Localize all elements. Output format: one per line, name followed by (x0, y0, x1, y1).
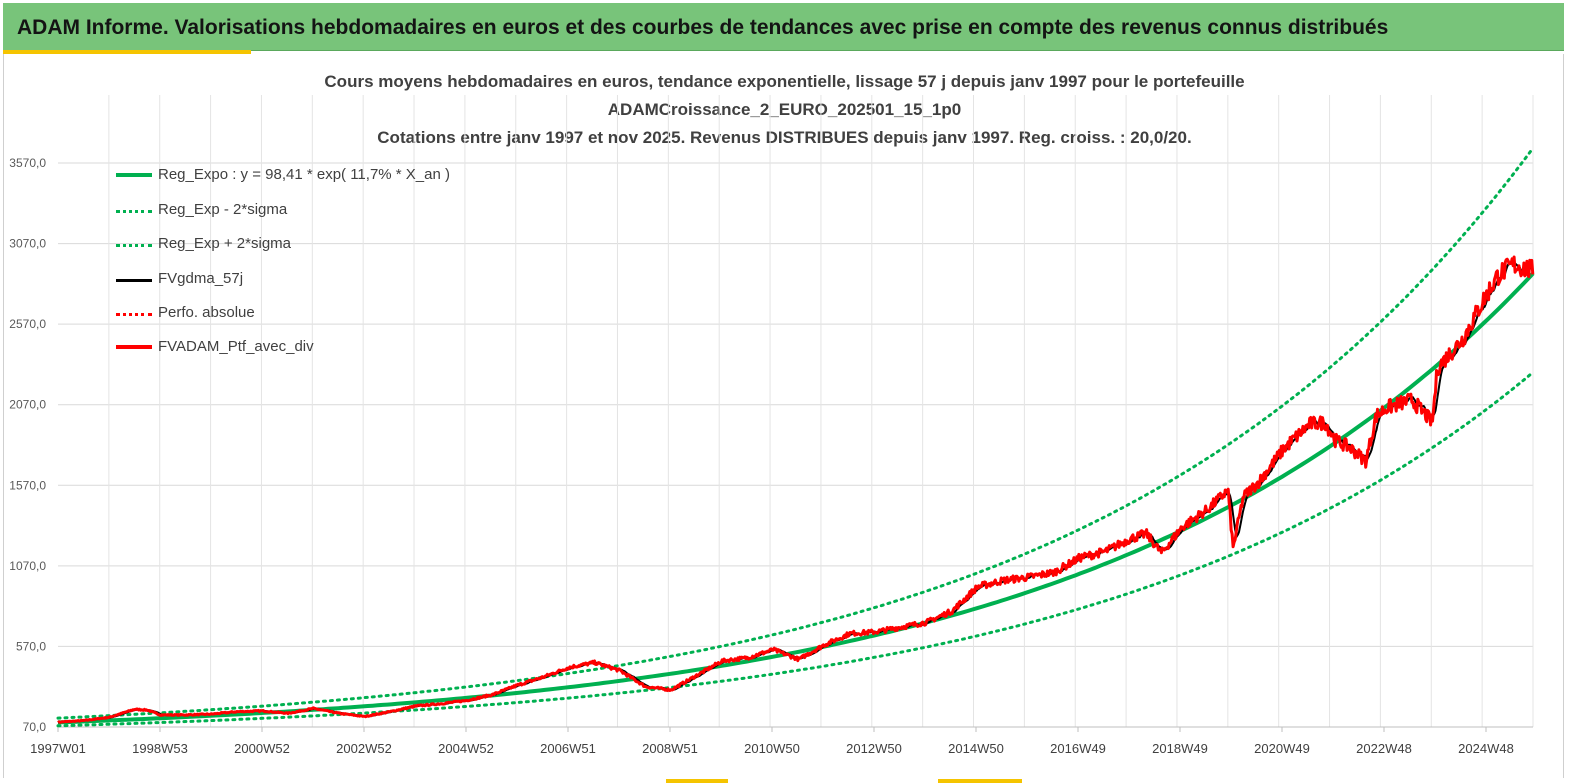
series-reg-exp-plus-2sigma (56, 146, 1535, 720)
x-tick-label: 2024W48 (1458, 741, 1514, 756)
chart-title-line-1: Cours moyens hebdomadaires en euros, ten… (324, 72, 1245, 91)
series-reg-exp-minus-2sigma (56, 370, 1535, 728)
x-tick-label: 2010W50 (744, 741, 800, 756)
report-title: ADAM Informe. Valorisations hebdomadaire… (17, 16, 1389, 39)
x-tick-label: 1998W53 (132, 741, 188, 756)
chart-title-line-3: Cotations entre janv 1997 et nov 2025. R… (377, 128, 1192, 147)
legend-item-fvgdma: FVgdma_57j (116, 270, 476, 290)
accent-bar-left (3, 50, 251, 54)
x-tick-label: 1997W01 (30, 741, 86, 756)
legend-swatch-reg-exp-plus (116, 244, 152, 247)
x-tick-label: 2022W48 (1356, 741, 1412, 756)
y-tick-label: 570,0 (16, 639, 46, 653)
accent-bar-bottom-1 (666, 779, 728, 783)
y-tick-label: 2070,0 (9, 398, 46, 412)
chart-frame (3, 54, 1564, 778)
x-tick-label: 2016W49 (1050, 741, 1106, 756)
y-tick-label: 3570,0 (9, 156, 46, 170)
legend-label-reg-expo: Reg_Expo : y = 98,41 * exp( 11,7% * X_an… (158, 166, 450, 183)
legend-swatch-reg-expo (116, 173, 152, 177)
y-tick-label: 3070,0 (9, 237, 46, 251)
x-tick-label: 2020W49 (1254, 741, 1310, 756)
legend-swatch-fvgdma (116, 279, 152, 282)
legend-item-reg-exp-minus: Reg_Exp - 2*sigma (116, 201, 476, 221)
x-tick-label: 2018W49 (1152, 741, 1208, 756)
legend-label-reg-exp-minus: Reg_Exp - 2*sigma (158, 201, 288, 218)
legend-swatch-portfolio (116, 345, 152, 349)
y-tick-label: 2570,0 (9, 317, 46, 331)
legend-item-reg-expo: Reg_Expo : y = 98,41 * exp( 11,7% * X_an… (116, 166, 476, 186)
x-tick-label: 2004W52 (438, 741, 494, 756)
y-tick-label: 1570,0 (9, 478, 46, 492)
legend-swatch-reg-exp-minus (116, 210, 152, 213)
legend-swatch-perfo (116, 313, 152, 316)
legend-label-portfolio: FVADAM_Ptf_avec_div (158, 338, 314, 355)
legend-item-portfolio: FVADAM_Ptf_avec_div (116, 338, 476, 358)
x-tick-label: 2008W51 (642, 741, 698, 756)
y-tick-label: 1070,0 (9, 559, 46, 573)
legend-item-perfo: Perfo. absolue (116, 304, 476, 324)
legend-item-reg-exp-plus: Reg_Exp + 2*sigma (116, 235, 476, 255)
header-banner: ADAM Informe. Valorisations hebdomadaire… (3, 3, 1564, 51)
legend-label-reg-exp-plus: Reg_Exp + 2*sigma (158, 235, 291, 252)
accent-bar-bottom-2 (938, 779, 1022, 783)
series-fvadam-ptf-avec-div (57, 255, 1535, 724)
x-tick-label: 2002W52 (336, 741, 392, 756)
x-tick-label: 2014W50 (948, 741, 1004, 756)
chart-title-line-2: ADAMCroissance_2_EURO_202501_15_1p0 (607, 100, 962, 119)
x-tick-label: 2012W50 (846, 741, 902, 756)
x-tick-label: 2006W51 (540, 741, 596, 756)
x-tick-label: 2000W52 (234, 741, 290, 756)
legend-label-fvgdma: FVgdma_57j (158, 270, 244, 287)
y-tick-label: 70,0 (23, 720, 47, 734)
legend-label-perfo: Perfo. absolue (158, 304, 255, 321)
